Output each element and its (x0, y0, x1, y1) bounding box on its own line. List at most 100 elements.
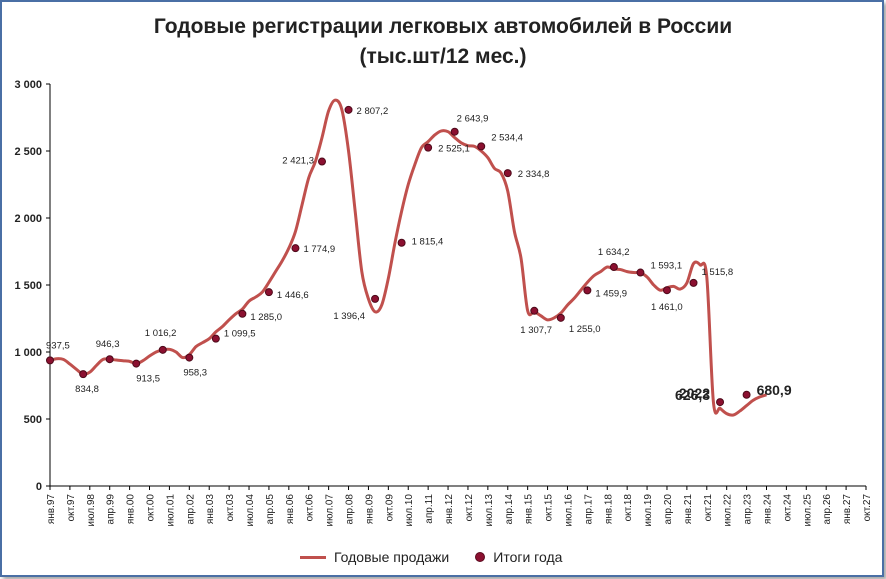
legend-item-sales: Годовые продажи (300, 549, 449, 565)
x-tick-label: июл.22 (723, 494, 734, 527)
x-tick-label: июл.07 (325, 494, 336, 527)
year-total-marker (450, 127, 459, 136)
year-total-label: 1 099,5 (224, 329, 256, 340)
x-tick-label: янв.06 (285, 494, 296, 525)
x-tick-label: янв.03 (205, 494, 216, 525)
year-total-label: 958,3 (183, 368, 207, 379)
x-tick-label: июл.04 (245, 494, 256, 527)
year-total-label: 834,8 (75, 384, 99, 395)
year-total-label: 1 459,9 (595, 288, 627, 299)
x-tick-label: июл.13 (484, 494, 495, 527)
x-tick-label: окт.00 (146, 494, 157, 522)
annotation-year-2022: 2022 (679, 385, 710, 401)
year-total-marker (185, 353, 194, 362)
year-total-marker (662, 286, 671, 295)
x-tick-label: апр.02 (185, 494, 196, 525)
x-tick-label: июл.25 (802, 494, 813, 527)
year-total-marker (238, 309, 247, 318)
legend-label-year-totals: Итоги года (493, 549, 563, 565)
y-tick-label: 3 000 (14, 79, 42, 91)
x-tick-label: янв.09 (364, 494, 375, 525)
legend-marker-swatch (475, 552, 486, 562)
x-tick-label: апр.05 (265, 494, 276, 525)
legend-line-swatch (300, 555, 326, 559)
year-total-marker (583, 286, 592, 295)
x-tick-label: янв.97 (46, 494, 57, 525)
year-total-marker (397, 238, 406, 247)
x-tick-label: апр.17 (583, 494, 594, 525)
y-tick-label: 1 500 (14, 280, 42, 292)
year-total-marker (477, 142, 486, 151)
year-total-marker (503, 169, 512, 178)
x-tick-label: окт.06 (305, 494, 316, 522)
x-tick-label: окт.27 (862, 494, 873, 522)
year-total-marker (344, 105, 353, 114)
year-total-label: 1 634,2 (598, 247, 630, 258)
x-tick-label: янв.15 (524, 494, 535, 525)
year-total-label: 680,9 (757, 382, 792, 398)
legend-item-year-totals: Итоги года (475, 549, 562, 565)
year-total-label: 1 593,1 (650, 261, 682, 272)
year-total-marker (79, 370, 88, 379)
year-total-marker (318, 157, 326, 166)
x-tick-label: окт.21 (703, 494, 714, 522)
x-tick-label: янв.27 (842, 494, 853, 525)
chart-title-block: Годовые регистрации легковых автомобилей… (0, 12, 886, 72)
y-tick-label: 500 (24, 414, 42, 426)
year-total-marker (46, 356, 54, 365)
x-tick-label: апр.99 (106, 494, 117, 525)
series-line-annual-sales (49, 98, 767, 417)
year-total-label: 1 446,6 (277, 290, 309, 301)
x-tick-label: окт.09 (384, 494, 395, 522)
chart-title: Годовые регистрации легковых автомобилей… (153, 15, 733, 38)
legend-label-sales: Годовые продажи (334, 549, 450, 565)
x-tick-label: окт.24 (782, 494, 793, 522)
year-total-marker (636, 268, 645, 277)
x-tick-label: апр.11 (424, 494, 435, 524)
year-total-label: 1 815,4 (412, 237, 444, 248)
x-tick-label: апр.14 (504, 494, 515, 525)
year-total-marker (716, 398, 725, 407)
x-tick-label: июл.98 (86, 494, 97, 527)
year-total-label: 1 307,7 (520, 325, 552, 336)
year-total-label: 1 255,0 (569, 324, 601, 335)
year-total-label: 1 515,8 (702, 267, 734, 278)
x-tick-label: апр.08 (345, 494, 356, 525)
x-tick-label: окт.97 (66, 494, 77, 522)
x-tick-label: янв.24 (762, 494, 773, 525)
year-total-marker (132, 359, 141, 368)
x-tick-label: окт.18 (623, 494, 634, 522)
year-total-marker (556, 313, 565, 322)
year-total-label: 1 774,9 (303, 244, 335, 255)
y-tick-label: 0 (36, 481, 42, 493)
chart-subtitle: (тыс.шт/12 мес.) (359, 45, 527, 68)
x-tick-label: апр.20 (663, 494, 674, 525)
year-total-marker (211, 334, 220, 343)
y-tick-label: 2 000 (14, 213, 42, 225)
year-total-label: 2 807,2 (357, 106, 389, 117)
x-tick-label: янв.18 (603, 494, 614, 525)
x-tick-label: апр.26 (822, 494, 833, 525)
year-total-label: 913,5 (136, 374, 160, 385)
year-total-label: 626,3 (675, 387, 710, 403)
x-tick-label: июл.10 (404, 494, 415, 527)
x-tick-label: янв.00 (126, 494, 137, 525)
year-total-label: 946,3 (96, 339, 120, 350)
year-total-marker (689, 278, 698, 287)
year-total-marker (530, 306, 539, 315)
x-tick-label: апр.23 (743, 494, 754, 525)
year-total-label: 1 461,0 (651, 302, 683, 313)
year-total-label: 1 016,2 (145, 328, 177, 339)
year-total-marker (424, 143, 433, 152)
year-total-marker (264, 288, 273, 297)
x-tick-label: июл.19 (643, 494, 654, 527)
year-total-label: 2 534,4 (491, 132, 523, 143)
x-tick-label: июл.16 (563, 494, 574, 527)
year-total-marker (291, 244, 300, 253)
year-total-label: 937,5 (46, 340, 70, 351)
year-total-marker (742, 390, 751, 399)
year-total-marker (609, 263, 618, 272)
x-tick-label: янв.21 (683, 494, 694, 525)
year-total-label: 1 285,0 (250, 312, 282, 323)
